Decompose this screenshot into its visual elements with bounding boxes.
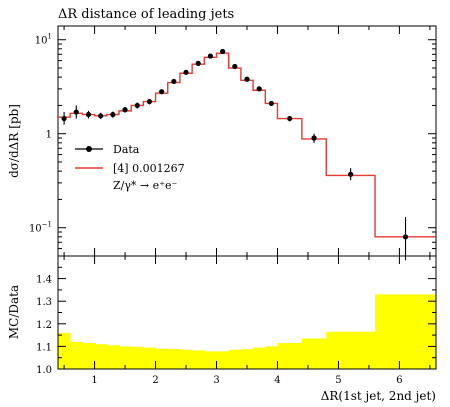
ratio-bar bbox=[70, 341, 83, 369]
data-point bbox=[85, 111, 92, 118]
data-point bbox=[171, 78, 177, 85]
ratio-bar bbox=[106, 345, 120, 369]
ratio-bar bbox=[58, 332, 71, 369]
data-point bbox=[134, 102, 140, 109]
legend-data-label: Data bbox=[113, 143, 140, 156]
data-point bbox=[244, 76, 250, 82]
data-point bbox=[61, 115, 67, 122]
ratio-bar bbox=[82, 343, 95, 369]
ratio-band bbox=[58, 294, 437, 369]
ratio-y-tick-label: 1.0 bbox=[36, 365, 52, 376]
ratio-bar bbox=[301, 338, 327, 369]
ratio-y-axis-label: MC/Data bbox=[7, 285, 21, 339]
x-tick-label: 4 bbox=[274, 375, 280, 386]
mc-step-line bbox=[58, 52, 436, 238]
ratio-y-tick-label: 1.1 bbox=[36, 342, 52, 353]
data-point bbox=[122, 107, 128, 113]
data-point bbox=[146, 98, 153, 105]
ratio-bar bbox=[228, 349, 242, 369]
data-point bbox=[110, 111, 116, 118]
data-point bbox=[232, 63, 238, 70]
data-point bbox=[183, 69, 189, 75]
x-tick-label: 6 bbox=[396, 375, 402, 386]
x-axis-label: ΔR(1st jet, 2nd jet) bbox=[321, 389, 436, 403]
main-panel: 10−1 1 101 dσ/dΔR [pb] Data [4] 0.001267 Z… bbox=[7, 25, 437, 261]
data-point bbox=[256, 86, 262, 92]
ratio-bar bbox=[240, 349, 254, 369]
ratio-bar bbox=[143, 347, 156, 369]
x-tick-label: 3 bbox=[213, 375, 219, 386]
data-point bbox=[287, 115, 293, 122]
chart-title: ΔR distance of leading jets bbox=[58, 7, 234, 22]
legend-mc-label: [4] 0.001267 bbox=[113, 162, 185, 175]
ratio-bar bbox=[155, 348, 169, 369]
data-point bbox=[348, 171, 354, 177]
x-tick-label: 5 bbox=[335, 375, 341, 386]
ratio-y-tick-label: 1.3 bbox=[36, 297, 52, 308]
ratio-bar bbox=[265, 346, 278, 369]
data-points bbox=[61, 48, 409, 261]
data-point bbox=[207, 53, 214, 59]
ratio-bar bbox=[192, 350, 205, 369]
ratio-bar bbox=[326, 331, 376, 369]
data-point bbox=[73, 109, 79, 115]
data-point bbox=[98, 113, 104, 119]
y-tick-label: 1 bbox=[46, 130, 52, 141]
ratio-bar bbox=[375, 294, 437, 369]
legend-data-marker bbox=[86, 146, 92, 152]
ratio-bar bbox=[277, 343, 303, 369]
data-point bbox=[311, 135, 317, 141]
ratio-bar bbox=[118, 346, 132, 369]
ratio-bar bbox=[253, 347, 266, 369]
ratio-bar bbox=[204, 351, 217, 369]
data-point bbox=[195, 60, 201, 67]
ratio-bar bbox=[94, 344, 108, 369]
main-y-ticks: 10−1 1 101 bbox=[29, 26, 436, 257]
ratio-bar bbox=[216, 351, 230, 369]
ratio-y-tick-label: 1.4 bbox=[36, 275, 52, 286]
data-point bbox=[220, 48, 226, 55]
y-tick-label: 101 bbox=[35, 33, 52, 47]
ratio-bar bbox=[167, 349, 181, 369]
main-plot-frame bbox=[57, 25, 437, 257]
y-tick-label: 10−1 bbox=[29, 221, 52, 235]
ratio-y-tick-label: 1.2 bbox=[36, 320, 52, 331]
x-tick-label: 2 bbox=[152, 375, 158, 386]
data-point bbox=[159, 89, 165, 95]
mc-histogram bbox=[58, 52, 436, 238]
ratio-bar bbox=[131, 346, 144, 369]
x-tick-label: 1 bbox=[91, 375, 97, 386]
ratio-bar bbox=[179, 349, 193, 369]
data-point bbox=[402, 234, 409, 240]
ratio-panel: 1.0 1.1 1.2 1.3 1.4 1 2 3 4 5 6 MC/Data ΔR(1st jet… bbox=[7, 255, 437, 403]
main-y-axis-label: dσ/dΔR [pb] bbox=[7, 104, 21, 178]
legend: Data [4] 0.001267 Z/γ* → e⁺e⁻ bbox=[75, 143, 185, 192]
data-point bbox=[268, 100, 274, 107]
legend-process-label: Z/γ* → e⁺e⁻ bbox=[113, 179, 177, 192]
ratio-axis-ticks: 1.0 1.1 1.2 1.3 1.4 1 2 3 4 5 6 bbox=[36, 255, 436, 386]
